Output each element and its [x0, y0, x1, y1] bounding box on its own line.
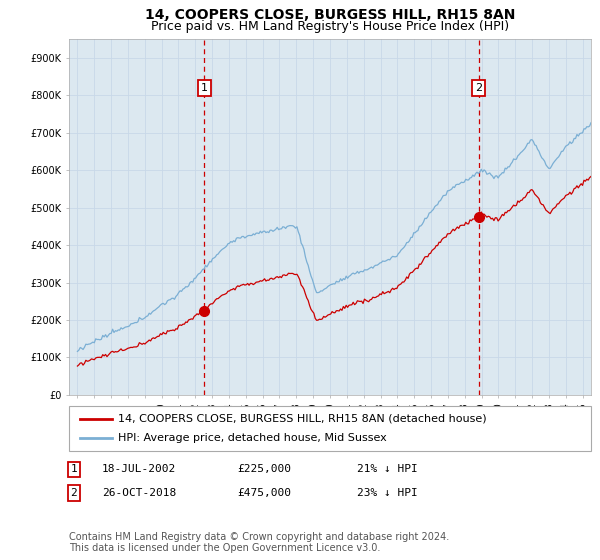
- Text: HPI: Average price, detached house, Mid Sussex: HPI: Average price, detached house, Mid …: [118, 433, 387, 444]
- Text: £475,000: £475,000: [237, 488, 291, 498]
- Text: 14, COOPERS CLOSE, BURGESS HILL, RH15 8AN: 14, COOPERS CLOSE, BURGESS HILL, RH15 8A…: [145, 8, 515, 22]
- Text: 18-JUL-2002: 18-JUL-2002: [102, 464, 176, 474]
- Text: 1: 1: [201, 83, 208, 93]
- Text: 21% ↓ HPI: 21% ↓ HPI: [357, 464, 418, 474]
- Text: 2: 2: [475, 83, 482, 93]
- Text: Contains HM Land Registry data © Crown copyright and database right 2024.
This d: Contains HM Land Registry data © Crown c…: [69, 531, 449, 553]
- Text: 1: 1: [70, 464, 77, 474]
- Text: £225,000: £225,000: [237, 464, 291, 474]
- Text: 23% ↓ HPI: 23% ↓ HPI: [357, 488, 418, 498]
- Text: 2: 2: [70, 488, 77, 498]
- Text: 14, COOPERS CLOSE, BURGESS HILL, RH15 8AN (detached house): 14, COOPERS CLOSE, BURGESS HILL, RH15 8A…: [118, 413, 487, 423]
- Text: 26-OCT-2018: 26-OCT-2018: [102, 488, 176, 498]
- Text: Price paid vs. HM Land Registry's House Price Index (HPI): Price paid vs. HM Land Registry's House …: [151, 20, 509, 32]
